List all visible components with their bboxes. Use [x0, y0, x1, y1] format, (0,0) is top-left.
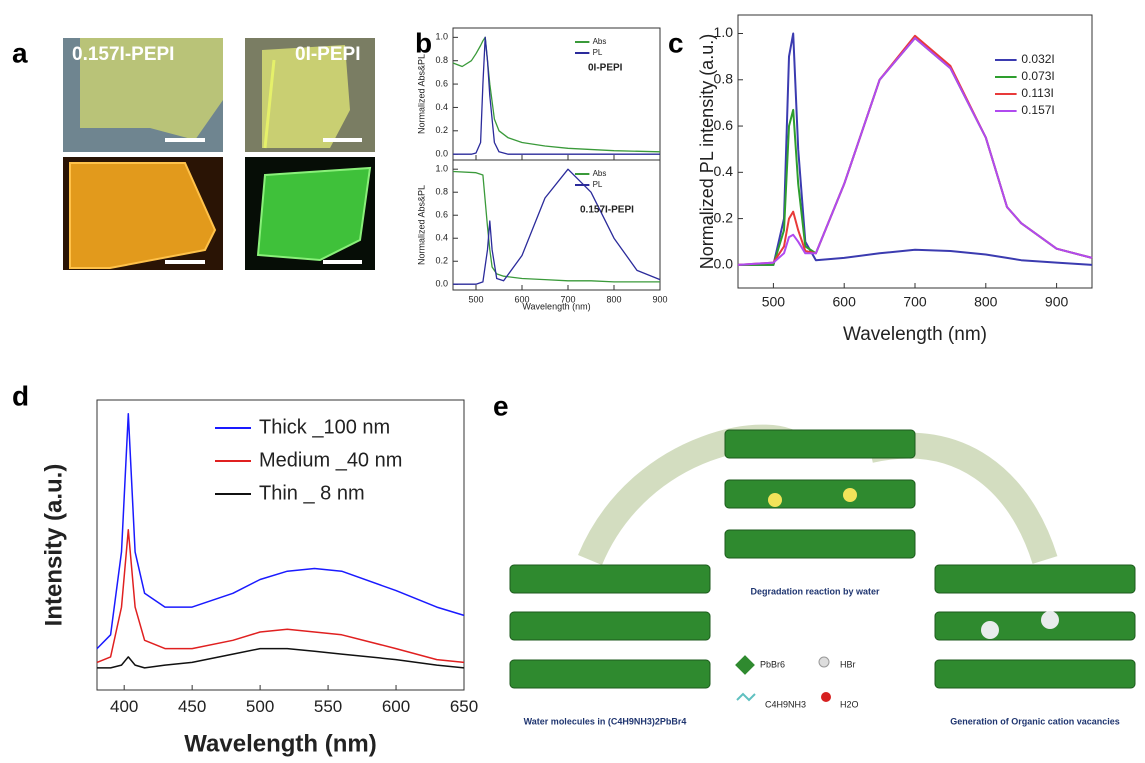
x-tick-label: 800 [974, 293, 998, 309]
x-tick-label: 650 [450, 697, 478, 716]
caption: Degradation reaction by water [750, 586, 880, 596]
x-tick-label: 600 [833, 293, 857, 309]
legend-label: HBr [840, 659, 856, 669]
sample-label: 0I-PEPI [295, 44, 360, 65]
x-tick-label: 550 [314, 697, 342, 716]
y-tick-label: 0.6 [435, 210, 448, 220]
legend-label: Medium _40 nm [259, 449, 402, 471]
x-tick-label: 700 [903, 293, 927, 309]
legend-label: 0.157I [1021, 103, 1054, 117]
legend-label: 0.032I [1021, 52, 1054, 66]
plot-frame [97, 400, 464, 690]
sample-label: 0.157I-PEPI [72, 44, 174, 65]
x-tick-label: 900 [652, 294, 667, 304]
perovskite-layer [510, 565, 710, 593]
y-tick-label: 0.0 [435, 149, 448, 159]
legend-label: PL [593, 180, 603, 189]
legend-icon [819, 657, 829, 667]
x-tick-label: 500 [246, 697, 274, 716]
perovskite-layer [510, 612, 710, 640]
legend-label: Abs [593, 37, 607, 46]
legend-label: C4H9NH3 [765, 699, 806, 709]
panel-letter: c [668, 27, 684, 58]
x-tick-label: 400 [110, 697, 138, 716]
x-tick-label: 900 [1045, 293, 1069, 309]
legend-icon [737, 694, 755, 700]
line-series [453, 172, 660, 282]
y-axis-label: Intensity (a.u.) [40, 464, 67, 627]
perovskite-layer [510, 660, 710, 688]
line-series [453, 37, 660, 154]
legend-label: Thin _ 8 nm [259, 482, 365, 504]
vacancy [843, 488, 857, 502]
y-axis-label: Normalized Abs&PL [416, 185, 426, 265]
legend-label: 0.073I [1021, 69, 1054, 83]
legend-icon [821, 692, 831, 702]
annotation: 0.157I-PEPI [580, 205, 634, 216]
caption: Water molecules in (C4H9NH3)2PbBr4 [524, 716, 687, 726]
legend-label: Thick _100 nm [259, 416, 390, 438]
perovskite-layer [935, 660, 1135, 688]
micrographs: 0.157I-PEPI 0I-PEPI [63, 38, 375, 270]
panel-letter: a [12, 37, 28, 68]
x-axis-label: Wavelength (nm) [522, 301, 590, 311]
y-tick-label: 0.8 [435, 55, 448, 65]
panel-letter: b [415, 27, 432, 58]
legend-label: 0.113I [1021, 86, 1053, 100]
annotation: 0I-PEPI [588, 63, 623, 74]
y-tick-label: 0.4 [435, 233, 448, 243]
legend-label: Abs [593, 169, 607, 178]
legend-label: H2O [840, 699, 859, 709]
y-tick-label: 0.4 [435, 102, 448, 112]
y-tick-label: 0.2 [435, 125, 448, 135]
perovskite-layer [725, 480, 915, 508]
x-tick-label: 500 [762, 293, 786, 309]
perovskite-layer [725, 530, 915, 558]
perovskite-layer [935, 565, 1135, 593]
vacancy [981, 621, 999, 639]
x-tick-label: 450 [178, 697, 206, 716]
y-tick-label: 1.0 [435, 32, 448, 42]
panel-letter: e [493, 390, 509, 421]
caption: Generation of Organic cation vacancies [950, 716, 1120, 726]
y-tick-label: 0.2 [435, 256, 448, 266]
y-axis-label: Normalized Abs&PL [416, 54, 426, 134]
legend-label: PL [593, 48, 603, 57]
perovskite-layer [725, 430, 915, 458]
y-axis-label: Normalized PL intensity (a.u.) [697, 34, 717, 269]
y-tick-label: 0.0 [435, 279, 448, 289]
x-axis-label: Wavelength (nm) [184, 730, 376, 757]
x-axis-label: Wavelength (nm) [843, 324, 987, 345]
legend-icon [735, 655, 755, 675]
panel-letter: d [12, 380, 29, 411]
y-tick-label: 1.0 [435, 164, 448, 174]
vacancy [1041, 611, 1059, 629]
vacancy [768, 493, 782, 507]
figure: a b c d e 0.157I-PEPI 0I-PEPI [0, 0, 1145, 763]
x-tick-label: 600 [382, 697, 410, 716]
x-tick-label: 500 [468, 294, 483, 304]
x-tick-label: 800 [606, 294, 621, 304]
y-tick-label: 0.8 [435, 187, 448, 197]
perovskite-layer [935, 612, 1135, 640]
legend-label: PbBr6 [760, 659, 785, 669]
y-tick-label: 0.6 [435, 78, 448, 88]
schematic: PbBr6 HBr C4H9NH3 H2O Degradation reacti… [510, 430, 1135, 726]
